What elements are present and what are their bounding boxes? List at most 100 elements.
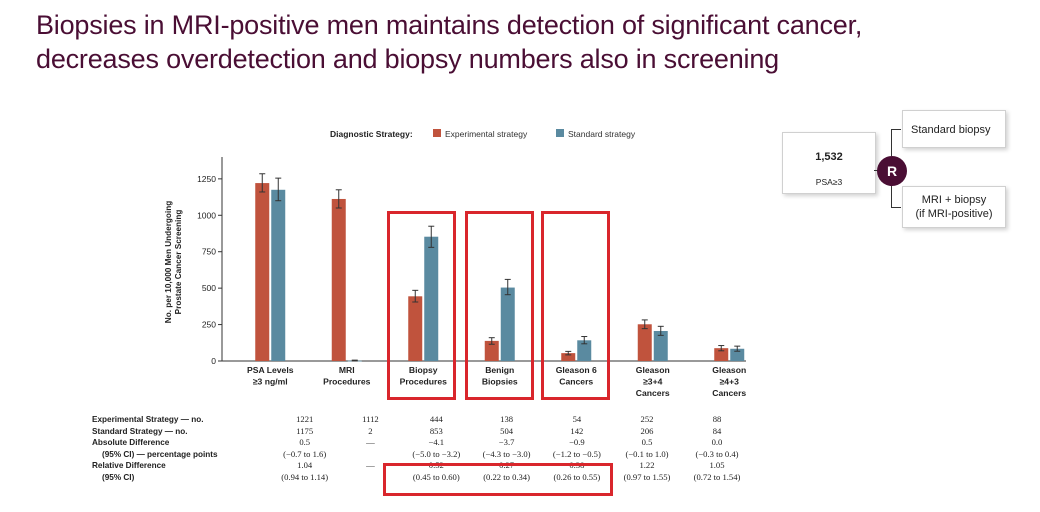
table-cell: — [366,460,375,470]
table-cell: 252 [640,414,654,424]
highlight-box-biopsy-procedures [387,211,456,400]
table-cell: 1.05 [709,460,725,470]
arm2-line-2: (if MRI-positive) [915,208,993,220]
title-line-1: Biopsies in MRI-positive men maintains d… [36,10,863,40]
table-cell: (−5.0 to −3.2) [412,448,461,459]
bar-experimental [714,348,729,361]
table-cell: (0.45 to 0.60) [412,471,460,482]
y-tick-label: 250 [202,320,216,330]
screened-count-box: 1,532 PSA≥3 [782,132,876,194]
row-label: Relative Difference [92,461,166,470]
x-tick-label: Gleason 6 [556,365,597,375]
x-tick-label: Benign [485,365,514,375]
x-tick-label: Procedures [323,377,371,387]
screened-count: 1,532 [815,151,843,163]
table-cell: (0.97 to 1.55) [623,471,671,482]
row-label: Experimental Strategy — no. [92,415,204,424]
table-cell [340,449,402,461]
legend-swatch [556,129,564,137]
table-cell: (−4.3 to −3.0) [482,448,531,459]
row-label: (95% CI) — percentage points [102,449,218,459]
connector-line [874,170,878,171]
table-cell: −3.7 [498,437,515,447]
arm2-line-1: MRI + biopsy [921,194,987,206]
connector-line [891,186,892,208]
x-tick-label: Gleason [712,365,746,375]
inclusion-criterion: PSA≥3 [815,177,843,187]
table-cell: (0.26 to 0.55) [553,471,601,482]
x-tick-label: Procedures [400,377,448,387]
table-row: (95% CI) (0.94 to 1.14) (0.45 to 0.60) (0.2… [92,472,752,484]
y-axis-label: Prostate Cancer Screening [174,210,183,315]
y-tick-label: 1250 [197,174,216,184]
slide-title: Biopsies in MRI-positive men maintains d… [36,8,1026,76]
bar-standard [577,340,592,361]
table-row: Standard Strategy — no. 1175 2 853 504 142 206… [92,426,752,438]
table-cell: — [366,437,375,447]
table-cell: (−0.7 to 1.6) [283,448,327,459]
bar-standard [730,348,745,361]
table-cell: (0.94 to 1.14) [281,471,329,482]
title-line-2: decreases overdetection and biopsy numbe… [36,44,779,74]
x-tick-label: ≥4+3 [720,377,740,387]
legend-label: Experimental strategy [445,129,528,139]
randomization-icon: R [877,156,907,186]
table-row: (95% CI) — percentage points (−0.7 to 1.6… [92,449,752,461]
x-tick-label: Biopsies [482,377,518,387]
table-cell: 1.04 [297,460,313,470]
bar-experimental [484,340,499,361]
table-cell: (−0.3 to 0.4) [695,448,739,459]
x-tick-label: Cancers [636,388,670,398]
table-cell: (0.72 to 1.54) [693,471,741,482]
bar-experimental [561,353,576,361]
table-cell: 84 [712,425,722,436]
bar-standard [653,330,668,361]
table-cell: 54 [572,414,582,424]
row-label: Absolute Difference [92,438,170,447]
table-cell: 444 [429,414,443,424]
table-cell: 0.0 [711,437,723,447]
x-tick-label: Biopsy [409,365,438,375]
table-cell: 2 [368,425,373,436]
connector-line [891,129,901,130]
table-cell: (−1.2 to −0.5) [552,448,601,459]
connector-line [891,207,901,208]
legend-swatch [433,129,441,137]
x-tick-label: MRI [339,365,355,375]
table-cell: 138 [500,414,514,424]
arm-mri-biopsy: MRI + biopsy (if MRI-positive) [902,186,1006,228]
highlight-box-gleason6 [541,211,610,400]
bar-experimental [637,324,652,361]
bar-standard [500,287,515,361]
table-cell: 0.5 [299,437,311,447]
arm-standard-biopsy: Standard biopsy [902,110,1006,148]
legend-label: Standard strategy [568,129,636,139]
y-axis-label: No. per 10,000 Men Undergoing [164,201,173,323]
highlight-box-relative-difference [383,463,613,496]
table-cell: (0.22 to 0.34) [483,471,530,482]
results-table: Experimental Strategy — no. 1221 1112 444 13… [92,414,752,483]
x-tick-label: ≥3 ng/ml [253,377,288,387]
table-cell: 853 [429,425,443,436]
row-label: (95% CI) [102,472,135,482]
x-tick-label: Cancers [559,377,593,387]
highlight-box-benign-biopsies [465,211,534,400]
y-tick-label: 750 [202,247,216,257]
bar-experimental [331,198,346,361]
table-cell: 1112 [362,414,379,424]
table-cell: 142 [570,425,584,436]
x-tick-label: Cancers [712,388,746,398]
x-tick-label: PSA Levels [247,365,294,375]
table-cell: 504 [500,425,514,436]
y-tick-label: 500 [202,283,216,293]
bar-experimental [255,183,270,361]
table-row: Experimental Strategy — no. 1221 1112 444 13… [92,414,752,426]
table-cell: 206 [640,425,654,436]
bar-standard [271,189,286,361]
table-cell: 1175 [296,425,314,436]
table-row: Absolute Difference 0.5 — −4.1 −3.7 −0.9 0.5 0.… [92,437,752,449]
table-cell: 1.22 [639,460,655,470]
y-tick-label: 1000 [197,210,216,220]
table-cell: −4.1 [428,437,445,447]
